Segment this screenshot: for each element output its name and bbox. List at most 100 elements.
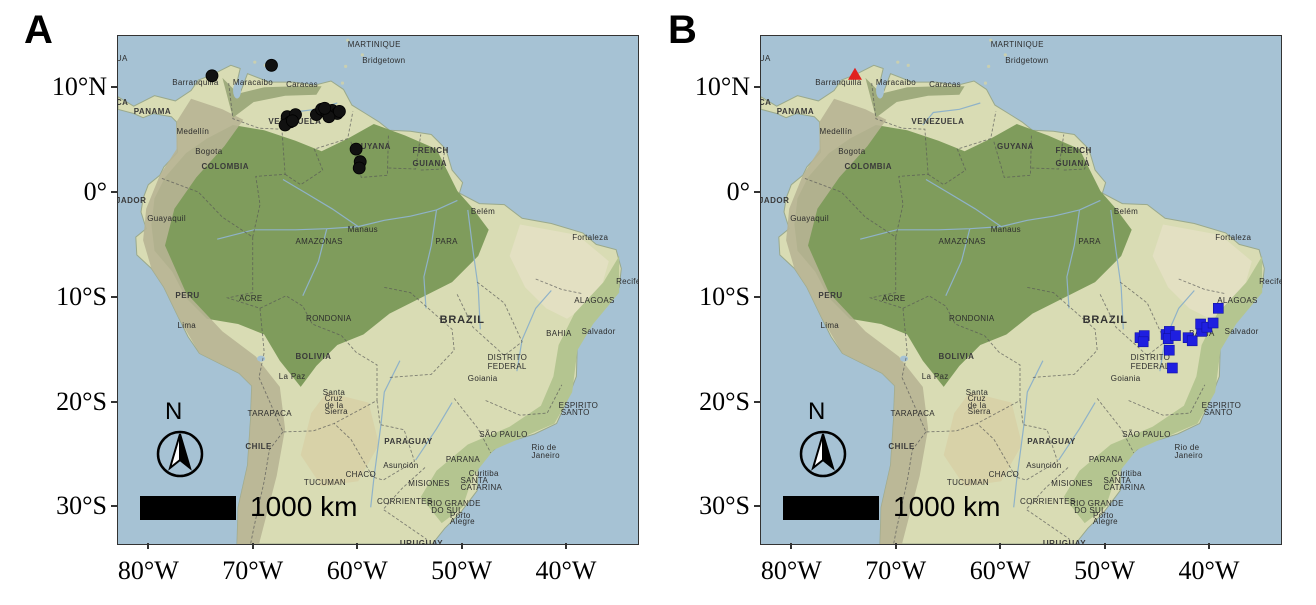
north-arrow-icon [799, 430, 847, 478]
y-tick [754, 191, 760, 194]
place-label: Alegre [450, 516, 475, 526]
island [989, 38, 993, 42]
border [901, 295, 1021, 433]
place-label: CORRIENTES [1020, 496, 1076, 506]
place-label: FRENCH [412, 146, 449, 155]
place-label: Fortaleza [572, 232, 609, 242]
river [467, 209, 481, 330]
place-label: Porto [1093, 510, 1114, 520]
place-label: Guayaquil [790, 214, 829, 224]
border [258, 295, 378, 433]
place-label: ACRE [239, 293, 263, 303]
place-label: COLOMBIA [844, 161, 893, 171]
chaco-region [943, 392, 1022, 487]
y-tick-label: 20°S [56, 386, 107, 416]
lake [233, 82, 242, 99]
x-tick [356, 543, 359, 549]
place-label: TARAPACA [247, 408, 292, 418]
occurrence-point [349, 142, 363, 156]
y-tick [111, 505, 117, 508]
y-tick [754, 505, 760, 508]
place-label: Porto [450, 510, 471, 520]
river [1110, 209, 1124, 330]
x-tick [999, 543, 1002, 549]
place-label: de la [967, 400, 987, 410]
y-tick [111, 400, 117, 403]
place-label: Bogota [195, 147, 223, 156]
y-tick [754, 295, 760, 298]
y-tick-label: 10°S [699, 281, 750, 311]
place-label: MISIONES [408, 479, 450, 489]
y-tick [111, 191, 117, 194]
river [370, 360, 401, 508]
y-tick [754, 400, 760, 403]
place-label: ALAGOAS [1217, 295, 1258, 305]
place-label: Lima [820, 320, 840, 330]
place-label: PARA [435, 237, 458, 247]
place-label: Caracas [929, 80, 961, 89]
island [346, 38, 350, 42]
occurrence-points [847, 67, 1224, 374]
place-label: ESPIRITO [558, 400, 599, 410]
place-label: AMAZONAS [295, 237, 343, 247]
place-label: URUGUAY [399, 538, 444, 545]
place-label: CHILE [245, 442, 272, 452]
occurrence-point [318, 101, 332, 115]
place-label: Manaus [990, 224, 1021, 234]
x-tick [1207, 543, 1210, 549]
river [217, 199, 458, 240]
place-label: CHACO [345, 469, 376, 479]
x-tick-label: 70°W [222, 556, 284, 585]
island [360, 53, 364, 57]
occurrence-point [1207, 317, 1219, 329]
x-tick [1103, 543, 1106, 549]
y-tick-label: 10°S [56, 281, 107, 311]
place-label: Cruz [324, 394, 343, 404]
river [1058, 402, 1096, 461]
place-label: Sierra [324, 406, 348, 416]
place-label: SANTA [1103, 475, 1132, 485]
river [415, 402, 453, 461]
place-label: JADOR [117, 196, 147, 206]
border [1178, 278, 1226, 295]
border [485, 384, 563, 416]
place-label: SANTO [560, 407, 590, 417]
place-label: Caracas [286, 80, 318, 89]
north-arrow [154, 428, 206, 485]
border [927, 111, 997, 186]
place-label: MARTINIQUE [990, 40, 1044, 50]
north-arrow-icon [156, 430, 204, 478]
place-label: La Paz [921, 372, 949, 382]
place-label: UA [117, 53, 128, 63]
border [993, 135, 1032, 178]
place-label: Fortaleza [1215, 232, 1252, 242]
island [983, 81, 988, 85]
place-label: Guayaquil [147, 214, 186, 224]
river [423, 209, 438, 309]
occurrence-point [285, 114, 299, 128]
river [1159, 290, 1195, 372]
y-tick [111, 86, 117, 89]
x-tick [460, 543, 463, 549]
place-label: GUIANA [1055, 158, 1091, 168]
border [804, 177, 904, 309]
place-label: BOLIVIA [938, 352, 975, 362]
island [987, 64, 991, 68]
place-label: PARANA [1088, 455, 1123, 464]
border [1096, 398, 1135, 454]
place-label: Janeiro [531, 450, 560, 460]
place-label: Sierra [967, 406, 991, 416]
y-tick [754, 86, 760, 89]
border [388, 134, 422, 170]
place-label: Bogota [838, 147, 866, 156]
place-label: GUYANA [354, 141, 391, 151]
north-label: N [808, 398, 826, 425]
x-tick-label: 70°W [865, 556, 927, 585]
border [250, 431, 284, 544]
place-label: CATARINA [460, 483, 503, 493]
place-label: VENEZUELA [911, 116, 965, 126]
border [1063, 150, 1089, 171]
border [384, 286, 455, 378]
place-label: SANTO [1203, 407, 1233, 417]
river [945, 228, 971, 297]
